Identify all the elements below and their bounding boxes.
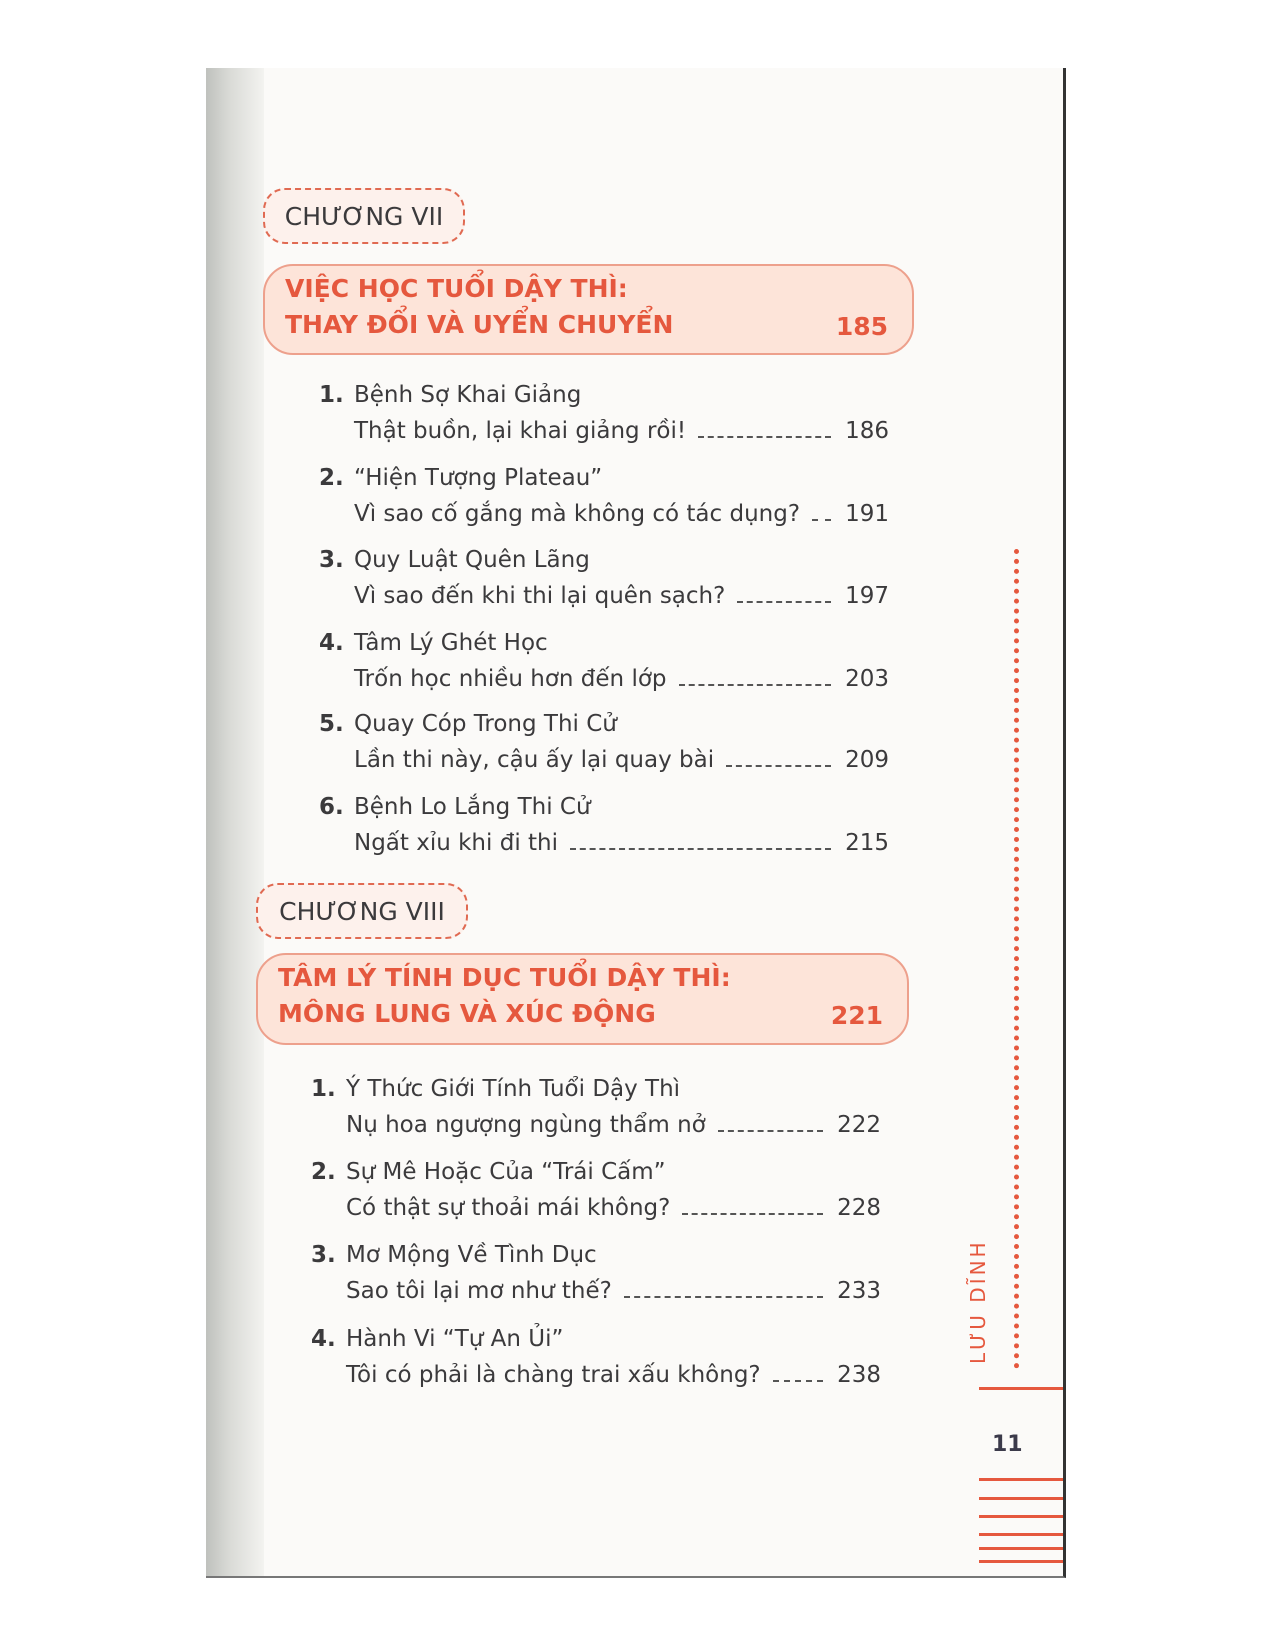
- chapter-7-title-line1: VIỆC HỌC TUỔI DẬY THÌ:: [285, 274, 628, 303]
- entry-subtitle-row: Ngất xỉu khi đi thi 215: [354, 830, 889, 856]
- entry-number: 1.: [319, 382, 344, 408]
- entry-subtitle-row: Vì sao cố gắng mà không có tác dụng? 191: [354, 501, 889, 527]
- dashed-leader: [726, 765, 831, 767]
- chapter-7-title-box: VIỆC HỌC TUỔI DẬY THÌ: THAY ĐỔI VÀ UYỂN …: [263, 264, 914, 355]
- entry-title: Tâm Lý Ghét Học: [354, 630, 548, 656]
- entry-title: Bệnh Lo Lắng Thi Cử: [354, 794, 591, 820]
- footer-line: [979, 1533, 1063, 1536]
- entry-page: 186: [845, 418, 889, 444]
- dashed-leader: [570, 848, 831, 850]
- footer-line: [979, 1497, 1063, 1500]
- entry-subtitle-row: Thật buồn, lại khai giảng rồi! 186: [354, 418, 889, 444]
- dashed-leader: [737, 601, 831, 603]
- entry-number: 4.: [319, 630, 344, 656]
- entry-title: Bệnh Sợ Khai Giảng: [354, 382, 582, 408]
- entry-page: 228: [837, 1195, 881, 1221]
- entry-subtitle-row: Trốn học nhiều hơn đến lớp 203: [354, 666, 889, 692]
- entry-subtitle-row: Sao tôi lại mơ như thế? 233: [346, 1278, 881, 1304]
- entry-subtitle: Lần thi này, cậu ấy lại quay bài: [354, 747, 715, 773]
- dashed-leader: [623, 1296, 823, 1298]
- footer-line: [979, 1478, 1063, 1481]
- entry-title: Hành Vi “Tự An Ủi”: [346, 1326, 564, 1352]
- entry-page: 215: [845, 830, 889, 856]
- entry-number: 2.: [319, 465, 344, 491]
- divider-line: [979, 1387, 1063, 1390]
- entry-subtitle: Thật buồn, lại khai giảng rồi!: [354, 418, 687, 444]
- entry-page: 197: [845, 583, 889, 609]
- entry-number: 5.: [319, 711, 344, 737]
- entry-subtitle-row: Tôi có phải là chàng trai xấu không? 238: [346, 1362, 881, 1388]
- chapter-8-page: 221: [830, 1001, 883, 1030]
- chapter-7-label: CHƯƠNG VII: [263, 188, 465, 244]
- entry-number: 6.: [319, 794, 344, 820]
- chapter-8-title-box: TÂM LÝ TÍNH DỤC TUỔI DẬY THÌ: MÔNG LUNG …: [256, 953, 909, 1045]
- entry-number: 3.: [319, 547, 344, 573]
- entry-page: 203: [845, 666, 889, 692]
- entry-subtitle: Có thật sự thoải mái không?: [346, 1195, 671, 1221]
- entry-title: Quy Luật Quên Lãng: [354, 547, 590, 573]
- dashed-leader: [717, 1130, 823, 1132]
- dashed-leader: [772, 1380, 823, 1382]
- entry-number: 3.: [311, 1242, 336, 1268]
- entry-subtitle: Sao tôi lại mơ như thế?: [346, 1278, 612, 1304]
- entry-page: 222: [837, 1112, 881, 1138]
- entry-number: 2.: [311, 1159, 336, 1185]
- footer-line: [979, 1547, 1063, 1550]
- entry-page: 209: [845, 747, 889, 773]
- entry-subtitle: Trốn học nhiều hơn đến lớp: [354, 666, 667, 692]
- binding-shadow: [206, 68, 264, 1576]
- running-head-author: LƯU DĨNH: [966, 1239, 990, 1364]
- entry-subtitle: Vì sao đến khi thi lại quên sạch?: [354, 583, 726, 609]
- chapter-7-page: 185: [835, 312, 888, 341]
- page-number: 11: [992, 1432, 1023, 1457]
- dashed-leader: [682, 1213, 823, 1215]
- dotted-divider: [1014, 549, 1019, 1369]
- entry-subtitle-row: Lần thi này, cậu ấy lại quay bài 209: [354, 747, 889, 773]
- chapter-8-title-line2: MÔNG LUNG VÀ XÚC ĐỘNG: [278, 999, 656, 1028]
- entry-title: “Hiện Tượng Plateau”: [354, 465, 603, 491]
- footer-line: [979, 1560, 1063, 1563]
- entry-subtitle-row: Nụ hoa ngượng ngùng thẩm nở 222: [346, 1112, 881, 1138]
- dashed-leader: [698, 436, 831, 438]
- entry-subtitle: Ngất xỉu khi đi thi: [354, 830, 559, 856]
- chapter-8-title-line1: TÂM LÝ TÍNH DỤC TUỔI DẬY THÌ:: [278, 963, 731, 992]
- entry-title: Quay Cóp Trong Thi Cử: [354, 711, 617, 737]
- chapter-8-label: CHƯƠNG VIII: [256, 883, 468, 939]
- chapter-7-title-line2: THAY ĐỔI VÀ UYỂN CHUYỂN: [285, 310, 674, 339]
- entry-number: 1.: [311, 1076, 336, 1102]
- dashed-leader: [678, 684, 831, 686]
- entry-subtitle-row: Có thật sự thoải mái không? 228: [346, 1195, 881, 1221]
- footer-line: [979, 1515, 1063, 1518]
- entry-title: Mơ Mộng Về Tình Dục: [346, 1242, 597, 1268]
- entry-page: 191: [845, 501, 889, 527]
- entry-title: Ý Thức Giới Tính Tuổi Dậy Thì: [346, 1076, 681, 1102]
- entry-number: 4.: [311, 1326, 336, 1352]
- entry-subtitle: Tôi có phải là chàng trai xấu không?: [346, 1362, 761, 1388]
- entry-page: 233: [837, 1278, 881, 1304]
- entry-subtitle: Vì sao cố gắng mà không có tác dụng?: [354, 501, 801, 527]
- entry-subtitle: Nụ hoa ngượng ngùng thẩm nở: [346, 1112, 706, 1138]
- entry-subtitle-row: Vì sao đến khi thi lại quên sạch? 197: [354, 583, 889, 609]
- entry-page: 238: [837, 1362, 881, 1388]
- entry-title: Sự Mê Hoặc Của “Trái Cấm”: [346, 1159, 666, 1185]
- dashed-leader: [812, 519, 831, 521]
